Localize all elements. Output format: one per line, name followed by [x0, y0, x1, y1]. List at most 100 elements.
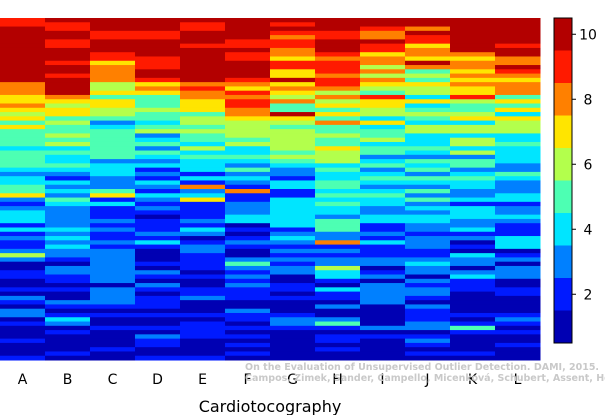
heatmap-cell-J-59: [405, 270, 451, 276]
heatmap-cell-A-74: [0, 334, 46, 340]
heatmap-cell-G-42: [270, 197, 316, 203]
heatmap-cell-F-17: [225, 90, 271, 96]
heatmap-cell-L-57: [495, 261, 541, 267]
heatmap-cell-E-11: [180, 65, 226, 70]
heatmap-cell-L-29: [495, 141, 541, 147]
heatmap-cell-H-19: [315, 99, 361, 105]
heatmap-cell-E-74: [180, 334, 226, 340]
heatmap-cell-B-45: [45, 210, 91, 216]
heatmap-cell-K-28: [450, 137, 496, 143]
heatmap-cell-E-46: [180, 214, 226, 220]
heatmap-cell-C-29: [90, 141, 136, 147]
heatmap-cells: [0, 18, 541, 361]
heatmap-cell-C-19: [90, 99, 136, 105]
heatmap-cell-J-21: [405, 107, 451, 113]
heatmap-cell-J-13: [405, 73, 451, 79]
heatmap-cell-I-66: [360, 300, 406, 305]
heatmap-cell-G-53: [270, 244, 316, 250]
heatmap-cell-L-63: [495, 287, 541, 293]
heatmap-cell-E-56: [180, 257, 226, 263]
heatmap-cell-A-8: [0, 52, 46, 57]
heatmap-cell-J-34: [405, 163, 451, 169]
heatmap-cell-D-76: [135, 342, 181, 348]
heatmap-cell-F-67: [225, 304, 271, 310]
heatmap-cell-H-8: [315, 52, 361, 57]
heatmap-cell-L-50: [495, 231, 541, 237]
heatmap-cell-C-22: [90, 112, 136, 117]
heatmap-cell-G-57: [270, 261, 316, 267]
heatmap-cell-G-29: [270, 141, 316, 147]
heatmap-cell-G-56: [270, 257, 316, 263]
heatmap-cell-D-75: [135, 338, 181, 344]
heatmap-cell-H-51: [315, 236, 361, 241]
heatmap-cell-L-15: [495, 82, 541, 87]
heatmap-cell-J-28: [405, 137, 451, 143]
heatmap-cell-G-21: [270, 107, 316, 113]
heatmap-cell-F-14: [225, 77, 271, 83]
heatmap-cell-A-31: [0, 150, 46, 156]
heatmap-cell-A-60: [0, 274, 46, 280]
heatmap-cell-B-16: [45, 86, 91, 92]
heatmap-cell-E-62: [180, 283, 226, 288]
x-tick-H: H: [332, 372, 343, 388]
heatmap-cell-H-48: [315, 223, 361, 228]
heatmap-cell-C-6: [90, 43, 136, 49]
heatmap-cell-D-72: [135, 325, 181, 331]
heatmap-cell-E-25: [180, 124, 226, 130]
heatmap-cell-H-53: [315, 244, 361, 250]
heatmap-cell-L-19: [495, 99, 541, 105]
heatmap-cell-F-68: [225, 308, 271, 314]
heatmap-cell-G-17: [270, 90, 316, 96]
heatmap-cell-C-53: [90, 244, 136, 250]
heatmap-cell-L-10: [495, 60, 541, 66]
heatmap-cell-K-75: [450, 338, 496, 344]
heatmap-cell-A-40: [0, 189, 46, 194]
heatmap-cell-I-13: [360, 73, 406, 79]
heatmap-cell-I-9: [360, 56, 406, 62]
heatmap-cell-J-55: [405, 253, 451, 258]
heatmap-cell-G-34: [270, 163, 316, 169]
heatmap-cell-B-42: [45, 197, 91, 203]
heatmap-cell-G-65: [270, 295, 316, 301]
heatmap-cell-E-52: [180, 240, 226, 246]
heatmap-cell-H-58: [315, 265, 361, 271]
heatmap-cell-H-52: [315, 240, 361, 246]
heatmap-cell-L-77: [495, 347, 541, 352]
heatmap-cell-I-22: [360, 112, 406, 117]
heatmap-cell-I-11: [360, 65, 406, 70]
heatmap-cell-J-23: [405, 116, 451, 122]
heatmap-cell-H-36: [315, 171, 361, 177]
heatmap-cell-K-47: [450, 218, 496, 224]
heatmap-cell-J-48: [405, 223, 451, 228]
heatmap-cell-K-29: [450, 141, 496, 147]
heatmap-cell-J-45: [405, 210, 451, 216]
heatmap-cell-A-65: [0, 295, 46, 301]
heatmap-cell-G-70: [270, 317, 316, 323]
heatmap-cell-A-0: [0, 18, 46, 23]
heatmap-cell-L-36: [495, 171, 541, 177]
heatmap-cell-L-16: [495, 86, 541, 92]
heatmap-cell-E-44: [180, 206, 226, 211]
heatmap-cell-L-35: [495, 167, 541, 173]
heatmap-cell-H-40: [315, 189, 361, 194]
heatmap-cell-A-59: [0, 270, 46, 276]
heatmap-cell-B-57: [45, 261, 91, 267]
heatmap-cell-B-48: [45, 223, 91, 228]
heatmap-cell-L-49: [495, 227, 541, 233]
heatmap-cell-K-74: [450, 334, 496, 340]
heatmap-cell-E-53: [180, 244, 226, 250]
heatmap-cell-E-61: [180, 278, 226, 284]
heatmap-cell-A-39: [0, 184, 46, 190]
heatmap-cell-J-37: [405, 176, 451, 181]
heatmap-cell-J-12: [405, 69, 451, 75]
heatmap-cell-B-34: [45, 163, 91, 169]
heatmap-cell-G-23: [270, 116, 316, 122]
heatmap-cell-A-23: [0, 116, 46, 122]
heatmap-cell-A-58: [0, 265, 46, 271]
heatmap-cell-I-52: [360, 240, 406, 246]
heatmap-cell-H-55: [315, 253, 361, 258]
heatmap-cell-K-49: [450, 227, 496, 233]
heatmap-cell-J-4: [405, 35, 451, 40]
heatmap-cell-C-58: [90, 265, 136, 271]
